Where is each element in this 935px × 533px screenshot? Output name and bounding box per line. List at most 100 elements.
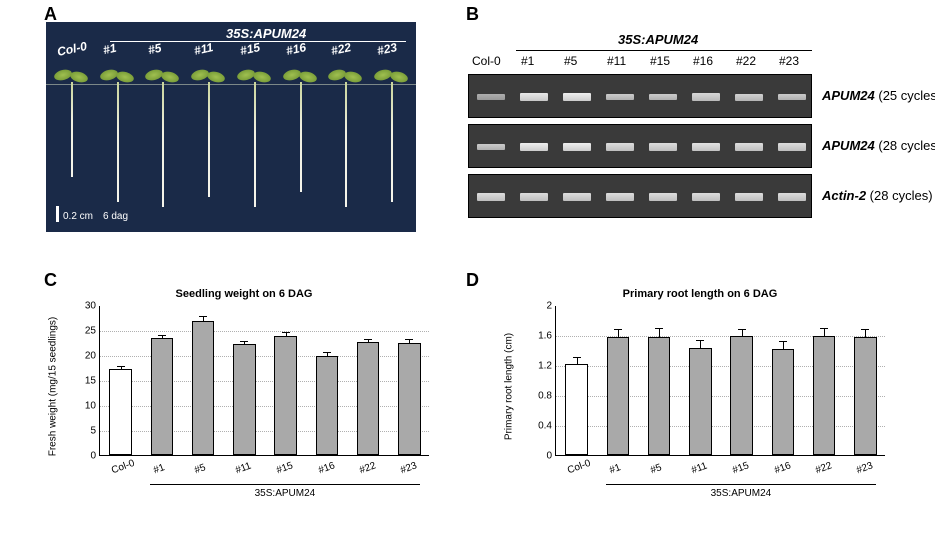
x-tick-label: #5 [649,462,663,476]
panel-b-lane-label: #15 [650,54,670,68]
panel-d-label: D [466,270,479,291]
gel-band [606,143,634,150]
panel-b-lane-label: #11 [607,54,626,68]
y-tick-label: 20 [78,351,100,362]
error-cap [323,352,331,353]
bar [233,344,256,455]
group-line [606,484,876,485]
seedling-root [391,82,393,202]
seedling-root [71,82,73,177]
bar [565,364,588,455]
x-tick-label: #15 [731,460,750,476]
x-tick-label: #5 [193,462,207,476]
panel-a-scale: 0.2 cm6 dag [56,206,128,222]
bar [357,342,380,456]
error-bar [783,341,784,349]
panel-b-lane-label: #16 [693,54,713,68]
gridline [100,356,429,357]
y-tick-label: 1.6 [534,331,556,342]
panel-a-lane-label: Col-0 [56,39,88,59]
gel-band [606,193,634,200]
x-tick-label: #11 [690,461,709,477]
gel-band [735,143,763,150]
gel-row-label: APUM24 (25 cycles) [822,88,935,103]
seedling-root [254,82,256,207]
panel-a-lane-label: #5 [147,41,163,57]
group-label: 35S:APUM24 [255,488,316,499]
panel-a-title: 35S:APUM24 [226,26,306,41]
x-tick-label: #16 [317,460,336,476]
gel-row [468,124,812,168]
bar [316,356,339,455]
error-cap [861,329,869,330]
bar [274,336,297,456]
y-axis-label: Primary root length (cm) [504,317,515,457]
x-tick-label: #1 [152,462,166,476]
x-tick-label: Col-0 [110,458,136,477]
bar [813,336,836,455]
bar [648,337,671,456]
bar [772,349,795,456]
x-tick-label: #23 [855,460,874,476]
gridline [100,381,429,382]
error-cap [738,329,746,330]
gel-band [649,143,677,150]
error-cap [364,339,372,340]
error-bar [824,328,825,337]
panel-a-photo: 35S:APUM24Col-0#1#5#11#15#16#22#230.2 cm… [46,22,416,232]
y-tick-label: 0 [534,451,556,462]
gel-band [477,94,505,100]
gel-band [563,193,591,200]
error-bar [659,328,660,338]
gel-band [649,94,677,101]
gridline [100,406,429,407]
error-cap [199,316,207,317]
gel-band [778,193,806,200]
chart-plot: 051015202530 [99,306,429,456]
error-bar [742,329,743,337]
error-bar [577,357,578,365]
gel-band [649,193,677,200]
panel-b-lane-label: #23 [779,54,799,68]
gel-band [692,143,720,151]
gel-band [477,193,505,200]
bar [151,338,174,455]
panel-b-lane-label: #22 [736,54,756,68]
error-bar [700,340,701,349]
panel-a-lane-label: #15 [239,40,262,58]
gridline [556,366,885,367]
panel-b-label: B [466,4,479,25]
y-tick-label: 5 [78,426,100,437]
seedling-root [208,82,210,197]
group-line [150,484,420,485]
gridline [100,331,429,332]
y-axis-label: Fresh weight (mg/15 seedlings) [48,317,59,457]
x-tick-label: #16 [773,460,792,476]
x-tick-label: Col-0 [566,458,592,477]
y-tick-label: 1.2 [534,361,556,372]
gridline [556,426,885,427]
bar [689,348,712,455]
error-cap [405,339,413,340]
bar [398,343,421,456]
panel-b-header-line [516,50,812,51]
panel-b-lane-label: #1 [521,54,534,68]
error-cap [655,328,663,329]
panel-a-lane-label: #1 [101,41,117,57]
y-tick-label: 0 [78,451,100,462]
gel-band [563,93,591,101]
gel-band [563,143,591,151]
gel-row [468,74,812,118]
error-cap [158,335,166,336]
seedling-root [300,82,302,192]
gel-band [778,94,806,101]
panel-b-lane-label: #5 [564,54,577,68]
y-tick-label: 30 [78,301,100,312]
y-tick-label: 0.4 [534,421,556,432]
chart-c: Seedling weight on 6 DAG051015202530Fres… [44,288,444,518]
error-cap [779,341,787,342]
panel-a-lane-label: #11 [193,40,215,58]
gridline [556,336,885,337]
panel-b-lane-label: Col-0 [472,54,501,68]
x-tick-label: #15 [275,460,294,476]
